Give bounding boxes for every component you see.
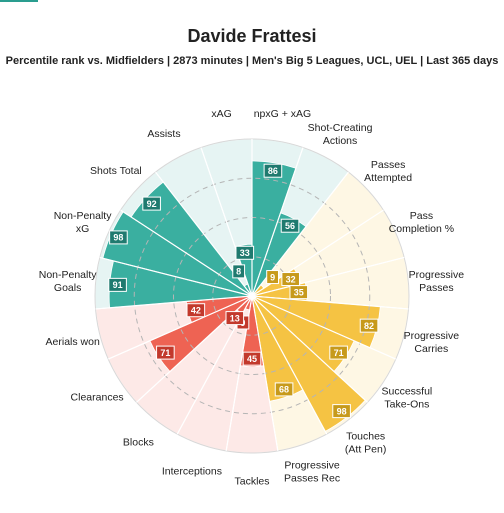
value-label-text: 33 (240, 248, 250, 258)
category-label: npxG + xAG (254, 108, 311, 120)
category-label: Progressive Passes (409, 269, 465, 294)
value-label-text: 32 (286, 274, 296, 284)
value-label-text: 45 (247, 354, 257, 364)
value-label: 92 (142, 196, 161, 211)
value-label-box (289, 285, 309, 300)
value-label-text: 71 (160, 348, 170, 358)
value-label-text: 98 (337, 406, 347, 416)
category-label: Pass Completion % (389, 210, 454, 235)
value-label-text: 86 (268, 166, 278, 176)
value-label: 71 (329, 345, 348, 360)
value-label-box (156, 345, 175, 360)
value-label: 91 (108, 277, 127, 292)
slice-divider (251, 295, 368, 403)
category-label: Aerials won (46, 336, 100, 348)
slice-divider (95, 295, 253, 310)
value-label-box (263, 163, 283, 178)
page-subtitle: Percentile rank vs. Midfielders | 2873 m… (5, 55, 499, 67)
category-label: Blocks (123, 436, 154, 448)
value-label: 68 (274, 382, 294, 397)
value-label-box (142, 196, 161, 211)
category-label: Passes Attempted (364, 159, 412, 184)
category-label: Touches (Att Pen) (345, 430, 386, 455)
value-label-text: 42 (191, 306, 201, 316)
value-label-box (329, 345, 348, 360)
value-label: 8 (232, 264, 246, 279)
value-label: 13 (225, 311, 245, 326)
category-label: Shot-Creating Actions (308, 122, 373, 147)
value-label: 98 (109, 230, 128, 245)
value-label-box (266, 270, 280, 285)
value-label-box (108, 277, 127, 292)
value-label: 82 (359, 318, 379, 333)
slice-divider (251, 295, 409, 310)
slice-dividers (95, 139, 409, 451)
value-label-text: 56 (285, 221, 295, 231)
value-label-text: 92 (147, 199, 157, 209)
slice-divider (99, 256, 253, 297)
value-label: 45 (242, 351, 262, 366)
value-label-box (225, 311, 245, 326)
slice-divider (251, 295, 279, 451)
value-label-box (280, 218, 300, 233)
value-label-box (332, 404, 351, 419)
value-label: 33 (235, 245, 255, 260)
slice-divider (251, 147, 304, 297)
value-label-box (109, 230, 128, 245)
category-label: xAG (211, 108, 231, 120)
category-label: Progressive Passes Rec (284, 459, 340, 484)
value-label: 71 (156, 345, 175, 360)
slice-divider (107, 295, 253, 360)
top-accent-line (0, 0, 38, 2)
value-labels: 86569323582719868459137142919892833 (108, 163, 379, 419)
value-label-text: 91 (113, 280, 123, 290)
value-label: 86 (263, 163, 283, 178)
value-label-box (359, 318, 379, 333)
value-label-box (274, 382, 294, 397)
slice-divider (251, 256, 405, 297)
value-label-box (186, 303, 206, 318)
slice-divider (251, 295, 397, 360)
category-label: Progressive Carries (404, 330, 460, 355)
category-label: Non-Penalty Goals (39, 269, 98, 294)
value-label-box (232, 264, 246, 279)
value-label: 56 (280, 218, 300, 233)
category-label: Non-Penalty xG (54, 210, 113, 235)
category-label: Clearances (71, 392, 124, 404)
value-label-text: 35 (294, 287, 304, 297)
page-title: Davide Frattesi (187, 26, 317, 46)
value-label-text: 13 (230, 313, 240, 323)
category-label: Interceptions (162, 465, 222, 477)
value-label-text: 8 (236, 267, 241, 277)
category-labels: npxG + xAG Shot-Creating Actions Passes Atte… (39, 108, 465, 487)
slice-divider (120, 209, 253, 297)
value-label-text: 68 (279, 385, 289, 395)
category-label: Shots Total (90, 165, 142, 177)
value-label-text: 9 (270, 272, 275, 282)
value-label: 98 (332, 404, 351, 419)
value-label-text: 71 (334, 348, 344, 358)
value-label-box (235, 245, 255, 260)
value-label-text: 82 (364, 321, 374, 331)
value-label-text: 98 (113, 233, 123, 243)
slice-divider (251, 295, 328, 435)
category-label: Tackles (234, 476, 269, 488)
value-label: 35 (289, 285, 309, 300)
grid-ring (133, 177, 371, 415)
value-label: 9 (266, 270, 280, 285)
value-label: 32 (281, 272, 300, 287)
value-label-box (242, 351, 262, 366)
value-label: 42 (186, 303, 206, 318)
category-label: Successful Take-Ons (381, 386, 432, 411)
category-label: Assists (147, 128, 180, 140)
